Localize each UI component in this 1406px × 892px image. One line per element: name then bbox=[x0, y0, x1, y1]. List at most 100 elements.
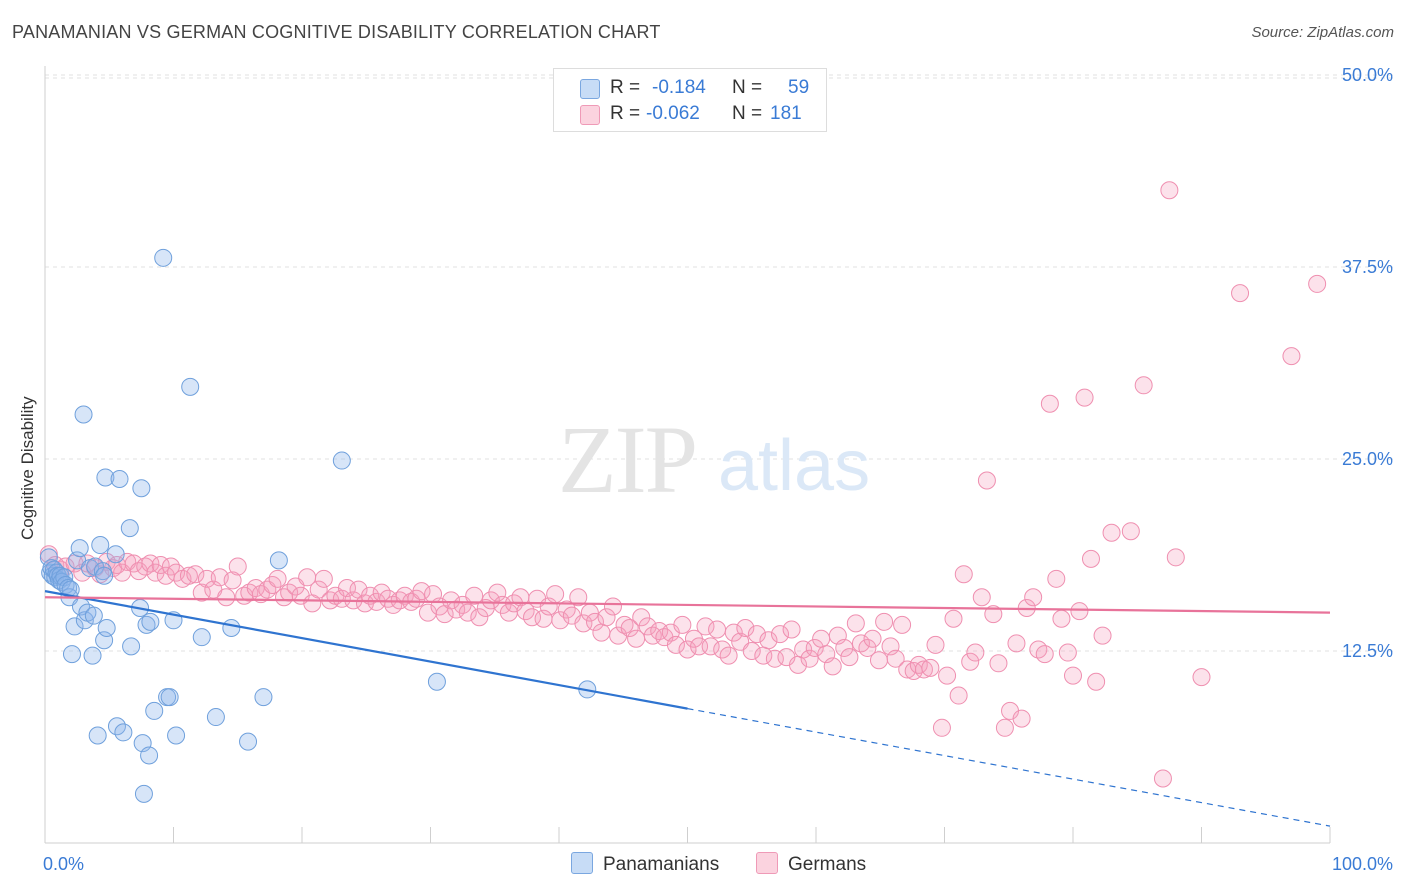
german-point bbox=[465, 586, 484, 605]
german-point bbox=[1058, 643, 1077, 662]
german-point bbox=[1064, 666, 1082, 685]
legend-r-label: R = bbox=[610, 103, 641, 124]
correlation-legend: R = -0.184 N = 59 R = -0.062 N = 181 bbox=[553, 68, 827, 132]
german-point bbox=[938, 666, 957, 685]
german-point bbox=[470, 608, 489, 627]
german-point bbox=[835, 638, 854, 657]
german-point bbox=[701, 637, 720, 656]
panamanian-point bbox=[154, 248, 173, 267]
panamanian-point bbox=[95, 566, 114, 585]
german-point bbox=[569, 588, 588, 607]
panamanian-point bbox=[114, 723, 133, 742]
bottom-legend-swatch-pink bbox=[756, 852, 778, 874]
german-point bbox=[1093, 626, 1112, 645]
zipatlas-watermark: ZIP atlas bbox=[558, 406, 870, 513]
panamanian-point bbox=[206, 708, 225, 727]
german-point bbox=[914, 660, 933, 679]
german-point bbox=[944, 609, 963, 628]
german-point bbox=[794, 640, 813, 659]
watermark-zip: ZIP bbox=[558, 406, 696, 513]
german-point bbox=[961, 652, 980, 671]
german-point bbox=[615, 615, 634, 634]
bottom-legend-germans: Germans bbox=[756, 852, 866, 876]
german-point bbox=[869, 651, 888, 670]
panamanian-point bbox=[65, 617, 84, 636]
german-point bbox=[192, 583, 211, 602]
german-point bbox=[823, 657, 842, 676]
german-point bbox=[893, 615, 912, 634]
bottom-legend-swatch-blue bbox=[571, 852, 593, 874]
legend-n-value: 181 bbox=[770, 103, 802, 124]
panamanians-trendline bbox=[44, 590, 688, 710]
panamanian-point bbox=[140, 746, 159, 765]
panamanian-point bbox=[141, 612, 160, 631]
german-point bbox=[597, 608, 616, 627]
german-point bbox=[643, 626, 662, 645]
watermark-atlas: atlas bbox=[718, 426, 870, 506]
german-point bbox=[782, 620, 801, 639]
panamanian-point bbox=[106, 545, 125, 564]
german-point bbox=[1087, 672, 1106, 691]
germans-trendline bbox=[44, 596, 1331, 614]
german-point bbox=[932, 718, 951, 737]
german-point bbox=[858, 638, 877, 657]
legend-r-value: -0.062 bbox=[646, 103, 700, 124]
german-point bbox=[696, 617, 715, 636]
panamanian-point bbox=[84, 606, 103, 625]
german-point bbox=[1047, 569, 1066, 588]
german-point bbox=[217, 588, 236, 607]
legend-r-value: -0.184 bbox=[652, 77, 706, 98]
german-point bbox=[989, 654, 1008, 673]
german-point bbox=[1102, 523, 1121, 542]
german-point bbox=[551, 611, 570, 630]
german-point bbox=[886, 649, 905, 668]
german-point bbox=[765, 649, 784, 668]
german-point bbox=[719, 646, 738, 665]
german-point bbox=[268, 569, 287, 588]
german-point bbox=[1007, 634, 1026, 653]
german-point bbox=[240, 583, 259, 602]
german-point bbox=[742, 642, 761, 661]
panamanian-point bbox=[120, 519, 139, 538]
german-point bbox=[995, 718, 1014, 737]
german-point bbox=[585, 612, 604, 631]
german-point bbox=[1029, 640, 1048, 659]
panamanian-point bbox=[145, 701, 164, 720]
german-point bbox=[972, 588, 991, 607]
german-point bbox=[1282, 347, 1301, 366]
german-point bbox=[632, 608, 651, 627]
german-point bbox=[332, 589, 351, 608]
german-point bbox=[136, 557, 155, 576]
legend-n-value: 59 bbox=[788, 77, 810, 98]
german-point bbox=[800, 649, 819, 668]
legend-swatch-blue bbox=[580, 79, 600, 99]
y-tick-label: 50.0% bbox=[1342, 65, 1393, 85]
german-point bbox=[977, 471, 996, 490]
german-point bbox=[1166, 548, 1185, 567]
german-point bbox=[1308, 274, 1327, 293]
german-point bbox=[673, 615, 692, 634]
german-point bbox=[228, 557, 247, 576]
german-point bbox=[771, 625, 790, 644]
german-point bbox=[197, 569, 216, 588]
german-point bbox=[708, 620, 727, 639]
panamanian-point bbox=[332, 451, 351, 470]
german-point bbox=[805, 638, 824, 657]
x-tick-label-max: 100.0% bbox=[1332, 854, 1393, 874]
german-point bbox=[921, 658, 940, 677]
bottom-legend-label: Panamanians bbox=[603, 854, 720, 875]
german-point bbox=[1153, 769, 1172, 788]
german-point bbox=[949, 686, 968, 705]
german-point bbox=[620, 618, 639, 637]
chart-title: PANAMANIAN VS GERMAN COGNITIVE DISABILIT… bbox=[12, 22, 661, 42]
german-point bbox=[592, 623, 611, 642]
german-point bbox=[736, 618, 755, 637]
x-tick-label-min: 0.0% bbox=[43, 854, 84, 874]
german-point bbox=[223, 571, 242, 590]
german-point bbox=[1192, 668, 1211, 687]
panamanian-point bbox=[134, 784, 153, 803]
panamanian-point bbox=[222, 618, 241, 637]
legend-n-label: N = bbox=[732, 77, 763, 98]
panamanian-point bbox=[160, 688, 179, 707]
